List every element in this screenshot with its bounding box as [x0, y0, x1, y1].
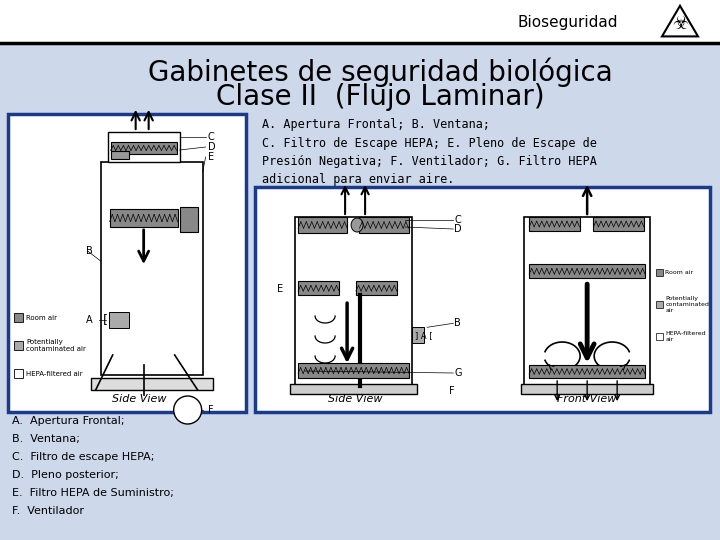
Text: B.  Ventana;: B. Ventana;	[12, 434, 80, 444]
Text: C: C	[454, 215, 461, 225]
Bar	[109, 312, 129, 328]
Text: A. Apertura Frontal; B. Ventana;
C. Filtro de Escape HEPA; E. Pleno de Escape de: A. Apertura Frontal; B. Ventana; C. Filt…	[262, 118, 597, 186]
Bar	[529, 264, 645, 278]
Text: A: A	[86, 315, 92, 325]
Text: F: F	[449, 386, 455, 396]
Bar	[14, 341, 23, 350]
Text: HEPA-filtered
air: HEPA-filtered air	[665, 331, 706, 342]
Bar	[111, 151, 129, 159]
Bar	[656, 333, 663, 340]
Text: G: G	[454, 368, 462, 378]
Text: ☣: ☣	[672, 15, 688, 33]
Text: A.  Apertura Frontal;: A. Apertura Frontal;	[12, 416, 125, 426]
Text: E: E	[207, 152, 214, 162]
Bar	[298, 281, 339, 295]
Text: B: B	[86, 246, 92, 256]
Bar	[0, 0, 720, 43]
Text: [: [	[103, 314, 108, 327]
Text: Room air: Room air	[26, 314, 57, 321]
Text: D: D	[454, 224, 462, 234]
Bar	[356, 281, 397, 295]
Text: D.  Pleno posterior;: D. Pleno posterior;	[12, 470, 119, 480]
Text: F.  Ventilador: F. Ventilador	[12, 506, 84, 516]
Text: Potentially
contaminated
air: Potentially contaminated air	[665, 296, 709, 313]
Text: Bioseguridad: Bioseguridad	[518, 15, 618, 30]
Bar	[14, 313, 23, 322]
Circle shape	[174, 396, 202, 424]
Bar	[298, 363, 409, 378]
Text: D: D	[207, 142, 215, 152]
Ellipse shape	[351, 218, 363, 232]
Text: Gabinetes de seguridad biológica: Gabinetes de seguridad biológica	[148, 57, 613, 87]
Bar	[101, 162, 202, 375]
Text: Front View: Front View	[557, 394, 617, 404]
Bar	[656, 269, 663, 276]
Bar	[298, 217, 347, 233]
Text: Potentially
contaminated air: Potentially contaminated air	[26, 339, 86, 352]
Text: Side View: Side View	[112, 394, 166, 404]
Text: E: E	[277, 284, 283, 294]
Text: F: F	[207, 405, 213, 415]
Bar	[109, 209, 178, 227]
Text: C.  Filtro de escape HEPA;: C. Filtro de escape HEPA;	[12, 452, 154, 462]
Bar	[529, 217, 580, 231]
Bar	[111, 142, 176, 154]
Polygon shape	[662, 6, 698, 36]
Text: Clase II  (Flujo Laminar): Clase II (Flujo Laminar)	[216, 83, 544, 111]
Text: C: C	[207, 132, 215, 142]
Text: Room air: Room air	[665, 270, 693, 275]
Text: B: B	[454, 318, 461, 328]
Text: E.  Filtro HEPA de Suministro;: E. Filtro HEPA de Suministro;	[12, 488, 174, 498]
Bar	[412, 327, 424, 343]
Text: ] A [: ] A [	[415, 331, 433, 340]
Bar	[255, 187, 710, 412]
Bar	[593, 217, 644, 231]
Bar	[180, 207, 198, 232]
Bar	[8, 114, 246, 412]
Bar	[14, 369, 23, 378]
Bar	[91, 378, 212, 390]
Bar	[656, 301, 663, 308]
Bar	[295, 217, 412, 386]
Bar	[524, 217, 650, 386]
Bar	[359, 217, 408, 233]
Text: Side View: Side View	[328, 394, 382, 404]
Text: HEPA-filtered air: HEPA-filtered air	[26, 370, 83, 376]
Bar	[290, 384, 417, 394]
Bar	[108, 132, 180, 162]
Bar	[521, 384, 653, 394]
Bar	[529, 365, 645, 378]
